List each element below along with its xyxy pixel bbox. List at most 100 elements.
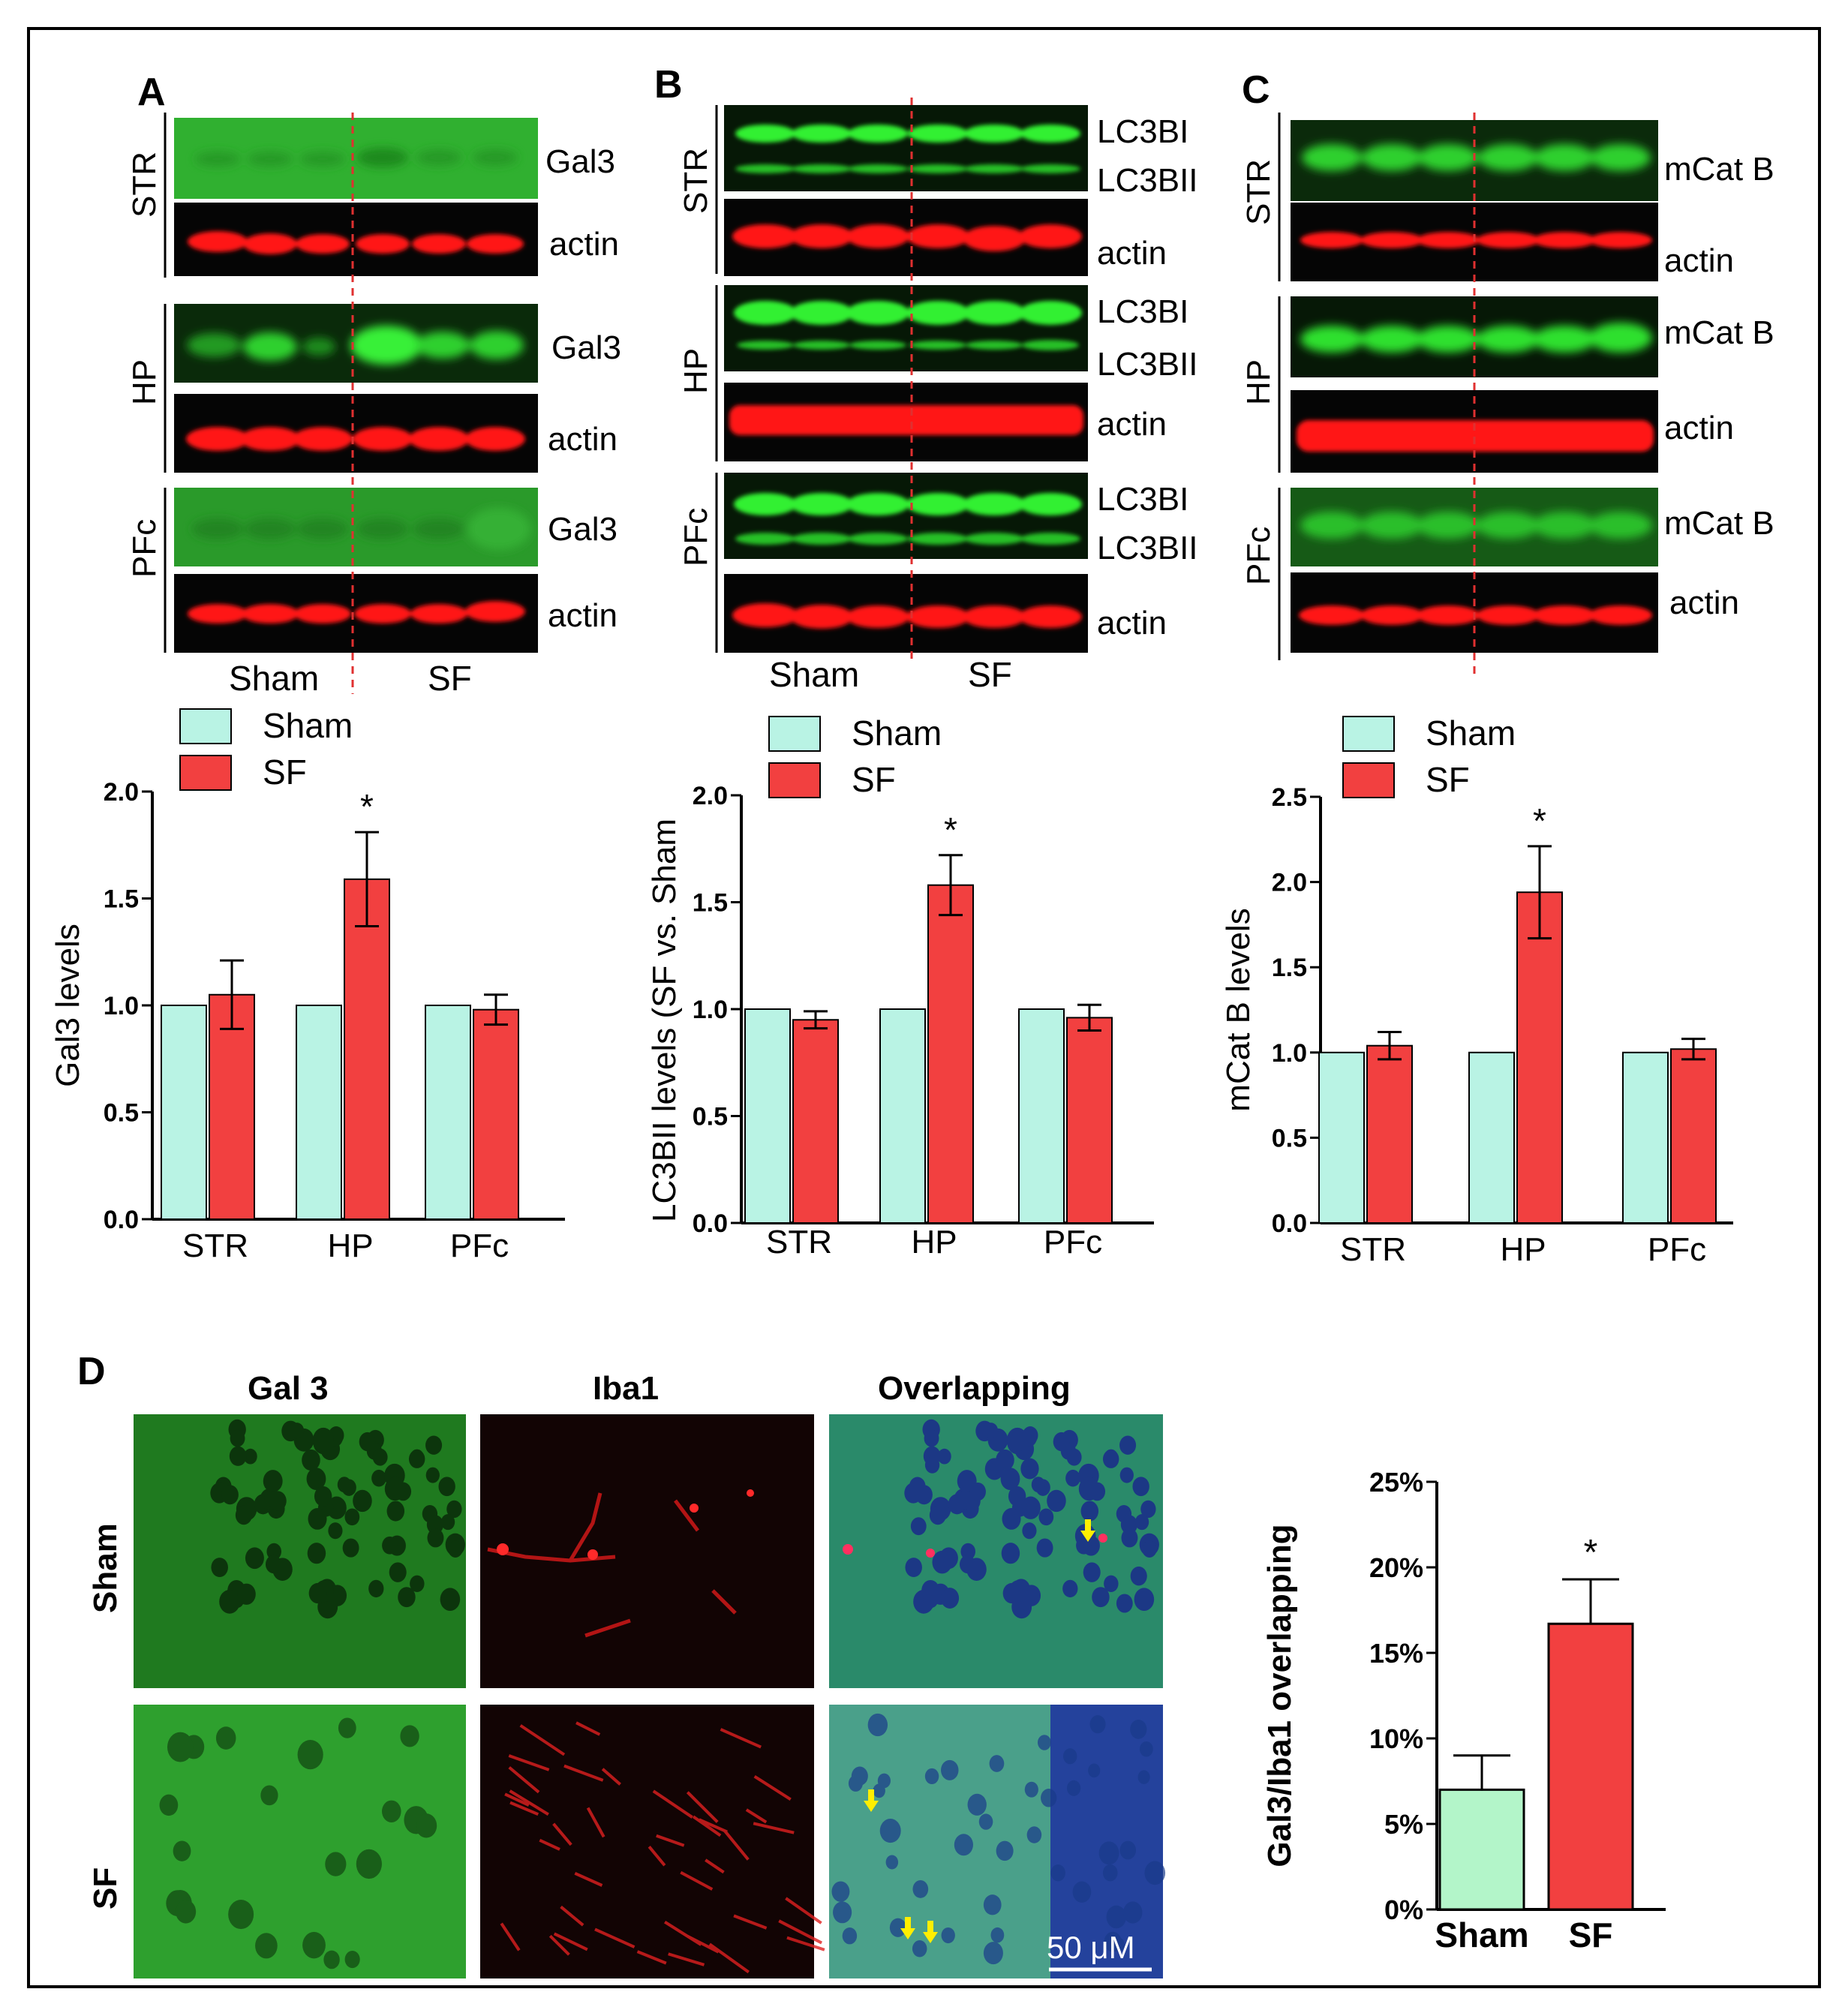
row-label-sf: SF: [87, 1867, 124, 1909]
column-label-gal3: Gal 3: [248, 1370, 329, 1407]
bar-sf: [1366, 1044, 1413, 1224]
region-label-pfc-b: PFc: [678, 508, 714, 566]
x-tick-label: HP: [327, 1227, 373, 1264]
bar-sf: [1670, 1048, 1717, 1224]
bar-sham: [161, 1005, 207, 1220]
y-tick-label: 2.5: [1272, 783, 1307, 812]
y-tick-label: 5%: [1384, 1809, 1423, 1840]
panel-letter-d: D: [77, 1350, 106, 1393]
arrow-icon: [923, 1921, 938, 1943]
y-tick-label: 1.5: [1272, 954, 1307, 982]
bar-sf: [792, 1019, 839, 1224]
blot-label-actin-pfc-c: actin: [1669, 584, 1739, 621]
group-label-sf-b: SF: [968, 655, 1012, 694]
panel-letter-c: C: [1242, 68, 1270, 112]
micrograph-sham-iba1: [480, 1414, 814, 1688]
blot-label-actin-str-a: actin: [549, 226, 619, 263]
y-tick-label: 0.0: [693, 1209, 728, 1238]
y-tick-label: 2.0: [1272, 869, 1307, 897]
legend-label: Sham: [852, 714, 942, 753]
bar-sham: [1622, 1051, 1669, 1224]
bar-sf: [927, 884, 974, 1224]
panel-b-blots: STR HP PFc LC3BI LC3BII actin: [678, 98, 1198, 694]
column-label-overlapping: Overlapping: [878, 1370, 1071, 1407]
bar-sham: [879, 1008, 926, 1224]
region-label-str-b: STR: [678, 148, 714, 214]
significance-mark: *: [1584, 1533, 1598, 1573]
panel-d-micrographs: Gal 3 Iba1 Overlapping Sham SF: [87, 1370, 1166, 1978]
arrow-icon: [1080, 1519, 1095, 1542]
x-tick-label: Sham: [1435, 1915, 1528, 1954]
bar-sham: [1468, 1051, 1515, 1224]
y-tick-label: 1.0: [104, 992, 139, 1020]
blot-label-lc3bii-str: LC3BII: [1097, 162, 1198, 199]
legend-label: Sham: [263, 706, 353, 745]
x-tick-label: PFc: [1044, 1224, 1102, 1260]
blot-label-mcatb-str: mCat B: [1664, 151, 1774, 188]
y-axis-label: mCat B levels: [1220, 908, 1257, 1111]
blot-label-mcatb-hp: mCat B: [1664, 314, 1774, 351]
bar-sf: [344, 878, 390, 1220]
blot-label-gal3-pfc: Gal3: [548, 511, 618, 548]
panel-letter-b: B: [654, 63, 683, 107]
x-tick-label: HP: [1500, 1231, 1546, 1268]
y-tick-label: 10%: [1369, 1723, 1423, 1754]
bar-sf: [1066, 1017, 1113, 1224]
y-tick-label: 25%: [1369, 1467, 1423, 1498]
blot-label-actin-pfc-b: actin: [1097, 605, 1167, 641]
significance-mark: *: [944, 810, 957, 849]
y-tick-label: 0.5: [693, 1103, 728, 1131]
blot-label-lc3bi-pfc: LC3BI: [1097, 481, 1188, 518]
blot-label-actin-hp-a: actin: [548, 421, 618, 458]
region-label-hp-b: HP: [678, 348, 714, 394]
y-tick-label: 2.0: [693, 782, 728, 810]
x-tick-label: HP: [911, 1224, 957, 1260]
y-tick-label: 20%: [1369, 1552, 1423, 1583]
bar-sham: [296, 1005, 342, 1220]
column-label-iba1: Iba1: [593, 1370, 659, 1407]
blot-label-actin-pfc-a: actin: [548, 597, 618, 634]
region-label-str-a: STR: [126, 152, 163, 218]
blot-label-actin-str-b: actin: [1097, 235, 1167, 272]
x-tick-label: STR: [182, 1227, 248, 1264]
chart-gal3: 0.0 0.5 1.0 1.5 2.0 Gal3 levels STR * HP PFc Sham S…: [50, 706, 565, 1264]
y-tick-label: 0%: [1384, 1894, 1423, 1925]
arrow-icon: [900, 1917, 915, 1939]
y-tick-label: 15%: [1369, 1638, 1423, 1669]
legend-swatch: [768, 762, 821, 798]
group-label-sham-a: Sham: [229, 659, 319, 698]
region-label-str-c: STR: [1240, 159, 1277, 225]
blot-label-lc3bi-str: LC3BI: [1097, 113, 1188, 150]
blot-label-gal3-str: Gal3: [545, 143, 615, 180]
group-label-sham-b: Sham: [769, 655, 859, 694]
micrograph-sf-iba1: [480, 1705, 814, 1978]
bar: [1438, 1788, 1525, 1911]
chart-mcatb: 0.0 0.5 1.0 1.5 2.0 2.5 mCat B levels STR * HP PFc…: [1220, 714, 1733, 1268]
bar-sham: [425, 1005, 471, 1220]
legend-swatch: [179, 708, 232, 744]
significance-mark: *: [360, 787, 374, 826]
region-label-pfc-a: PFc: [126, 519, 163, 578]
chart-overlap: 0% 5% 10% 15% 20% 25% Gal3/Iba1 overlapping Sha…: [1261, 1467, 1666, 1954]
legend-swatch: [768, 716, 821, 752]
x-tick-label: STR: [766, 1224, 832, 1260]
blot-label-actin-hp-b: actin: [1097, 406, 1167, 443]
bar-sf: [209, 993, 255, 1220]
blot-label-lc3bii-hp: LC3BII: [1097, 346, 1198, 383]
legend-label: Sham: [1426, 714, 1516, 753]
y-axis-label: Gal3/Iba1 overlapping: [1261, 1524, 1298, 1867]
legend-swatch: [1342, 716, 1395, 752]
significance-mark: *: [1533, 801, 1546, 840]
region-label-hp-c: HP: [1240, 359, 1277, 405]
arrow-icon: [864, 1789, 879, 1812]
legend-label: SF: [852, 760, 896, 799]
region-label-hp-a: HP: [126, 359, 163, 405]
legend-label: SF: [1426, 760, 1470, 799]
blot-label-gal3-hp: Gal3: [551, 329, 621, 366]
y-axis-label: LC3BII levels (SF vs. Sham: [646, 819, 683, 1222]
y-tick-label: 0.0: [1272, 1209, 1307, 1238]
region-label-pfc-c: PFc: [1240, 527, 1277, 585]
x-tick-label: PFc: [1648, 1231, 1706, 1268]
blot-label-actin-hp-c: actin: [1664, 410, 1734, 446]
